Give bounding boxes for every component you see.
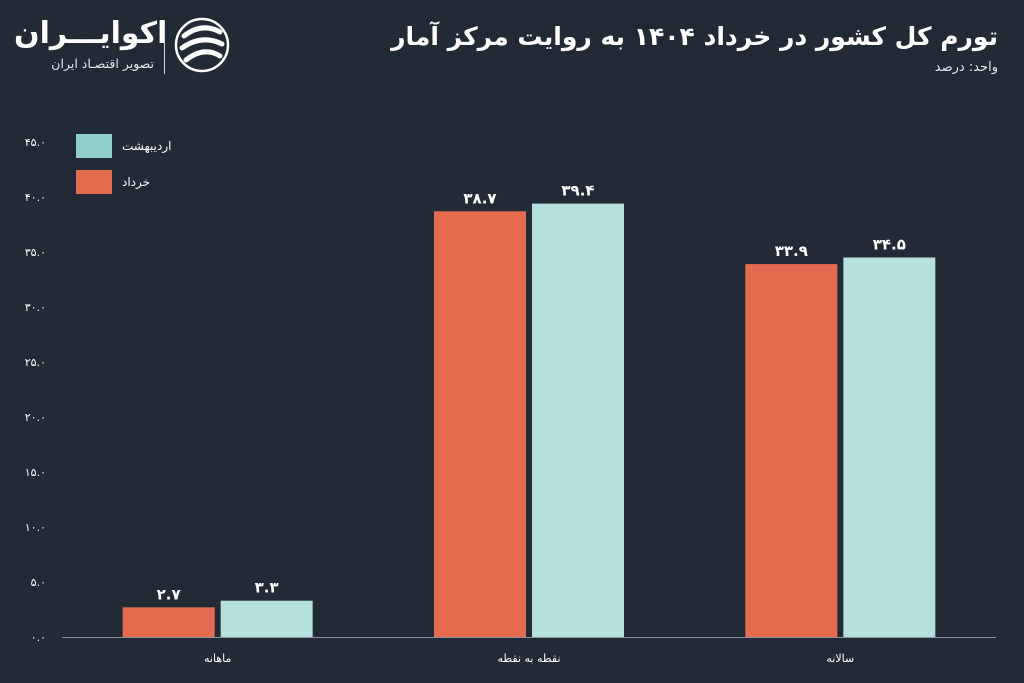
bar (434, 211, 526, 638)
x-tick-label: ماهانه (204, 652, 231, 665)
y-tick-label: ۱۵.۰ (25, 466, 46, 479)
y-tick-label: ۰.۰ (31, 631, 46, 644)
bar (745, 264, 838, 637)
chart-header: تورم کل کشور در خرداد ۱۴۰۴ به روایت مرکز… (391, 18, 998, 78)
data-label: ۳.۳ (255, 579, 279, 597)
data-label: ۲.۷ (157, 585, 181, 603)
y-tick-label: ۳۰.۰ (25, 301, 46, 314)
y-tick-label: ۲۰.۰ (25, 411, 46, 424)
brand-tagline: تصویر اقتصـاد ایران (51, 56, 154, 71)
legend-label-khordad: خرداد (122, 175, 151, 189)
brand-mark-icon (174, 17, 230, 73)
y-tick-label: ۵.۰ (31, 576, 46, 589)
y-tick-label: ۴۰.۰ (25, 191, 46, 204)
chart-legend: اردیبهشت خرداد (76, 134, 171, 206)
data-label: ۳۸.۷ (463, 189, 496, 207)
y-tick-label: ۱۰.۰ (25, 521, 46, 534)
bar (843, 257, 936, 637)
data-label: ۳۴.۵ (873, 236, 906, 254)
y-tick-label: ۲۵.۰ (25, 356, 46, 369)
x-tick-label: نقطه به نقطه (497, 652, 560, 665)
x-tick-label: سالانه (826, 652, 854, 665)
brand-text: اکوایـــران تصویر اقتصـاد ایران (14, 14, 168, 72)
legend-item-khordad: خرداد (76, 170, 171, 194)
y-tick-label: ۳۵.۰ (25, 246, 46, 259)
legend-swatch-ordibehesht (76, 134, 112, 158)
legend-label-ordibehesht: اردیبهشت (122, 139, 172, 153)
brand-logo: اکوایـــران تصویر اقتصـاد ایران (14, 14, 230, 78)
bar (122, 607, 215, 637)
unit-label: واحد: درصد (934, 60, 998, 75)
brand-divider (164, 20, 165, 74)
brand-name: اکوایـــران (14, 16, 168, 51)
data-label: ۳۳.۹ (775, 242, 808, 260)
bar (220, 600, 313, 637)
chart-title: تورم کل کشور در خرداد ۱۴۰۴ به روایت مرکز… (391, 22, 998, 51)
legend-item-ordibehesht: اردیبهشت (76, 134, 171, 158)
data-label: ۳۹.۴ (561, 182, 594, 200)
legend-swatch-khordad (76, 170, 112, 194)
y-tick-label: ۴۵.۰ (25, 136, 46, 149)
bar (532, 203, 624, 637)
